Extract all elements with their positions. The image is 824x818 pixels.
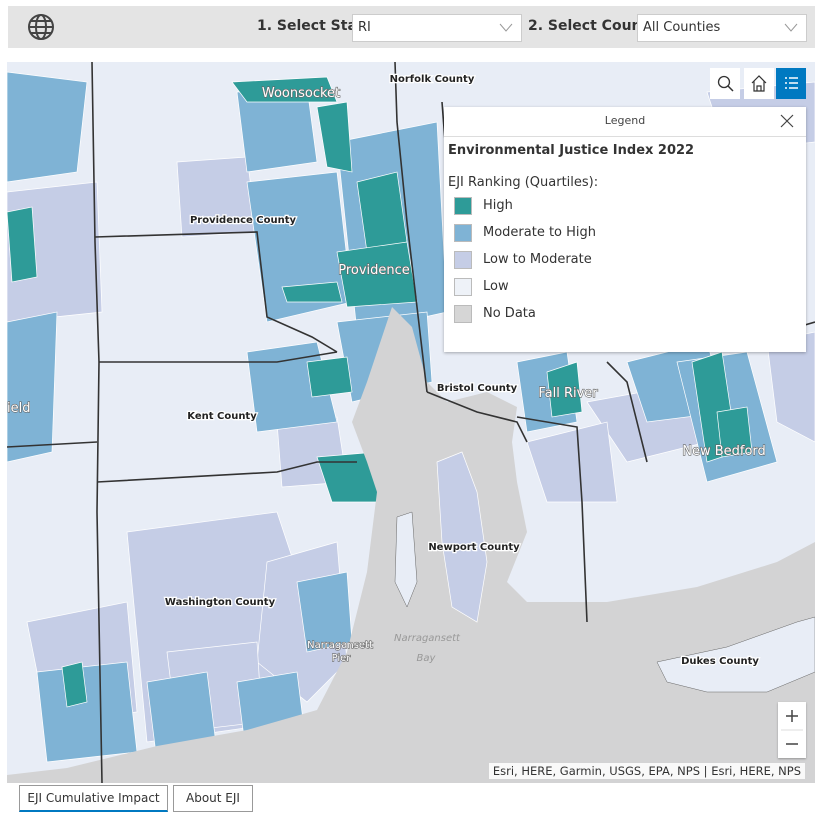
county-value: All Counties <box>643 20 721 35</box>
dropdown-arrow <box>784 23 798 32</box>
header: 1. Select State RI 2. Select County All … <box>8 6 815 48</box>
legend-label: High <box>483 198 513 213</box>
map-label: Providence <box>338 263 410 278</box>
tab[interactable]: About EJI <box>173 785 253 812</box>
map-label: Norfolk County <box>390 74 475 85</box>
tab[interactable]: EJI Cumulative Impact <box>19 785 168 812</box>
map-label: Pier <box>332 653 352 664</box>
legend-subtitle: EJI Ranking (Quartiles): <box>448 175 599 190</box>
map-label: New Bedford <box>682 444 766 459</box>
map-label: Washington County <box>165 597 276 608</box>
search-button[interactable] <box>710 68 740 99</box>
state-value: RI <box>358 20 371 35</box>
legend-swatch <box>454 251 472 269</box>
marthas-vineyard <box>656 616 815 693</box>
map-label: Bay <box>417 653 437 664</box>
state-select[interactable]: RI <box>352 14 522 42</box>
close-button[interactable] <box>780 114 794 128</box>
zoom-controls[interactable] <box>778 702 806 758</box>
map-label: Woonsocket <box>262 86 340 101</box>
state-label: 1. Select State <box>257 18 374 34</box>
legend-label: Low to Moderate <box>483 252 592 267</box>
legend-label: Low <box>483 279 509 294</box>
globe-icon[interactable] <box>27 13 55 41</box>
legend-swatch <box>454 278 472 296</box>
legend-swatch <box>454 305 472 323</box>
aquidneck-island <box>436 451 488 623</box>
county-label: 2. Select County <box>528 18 658 34</box>
high-areas <box>7 76 753 708</box>
map-label: Kent County <box>187 411 257 422</box>
dropdown-arrow <box>499 23 513 32</box>
map-label: Narragansett <box>307 640 373 651</box>
map-label: Bristol County <box>437 383 518 394</box>
legend-label: No Data <box>483 306 536 321</box>
map-label: Narragansett <box>394 633 461 644</box>
map-label: Providence County <box>190 215 297 226</box>
legend-header: Legend <box>444 107 806 137</box>
legend-label: Moderate to High <box>483 225 597 240</box>
attribution: Esri, HERE, Garmin, USGS, EPA, NPS | Esr… <box>488 763 805 779</box>
map-label: Dukes County <box>681 656 759 667</box>
conanicut-island <box>394 511 418 608</box>
legend-swatch <box>454 197 472 215</box>
map-label: Newport County <box>428 542 520 553</box>
legend-button[interactable] <box>776 68 806 99</box>
map-label: Fall River <box>538 386 598 401</box>
legend-title: Environmental Justice Index 2022 <box>448 143 695 158</box>
county-select[interactable]: All Counties <box>637 14 807 42</box>
map-label: ield <box>7 401 30 416</box>
legend-panel: Legend Environmental Justice Index 2022 … <box>444 107 806 352</box>
legend-swatch <box>454 224 472 242</box>
home-button[interactable] <box>744 68 774 99</box>
